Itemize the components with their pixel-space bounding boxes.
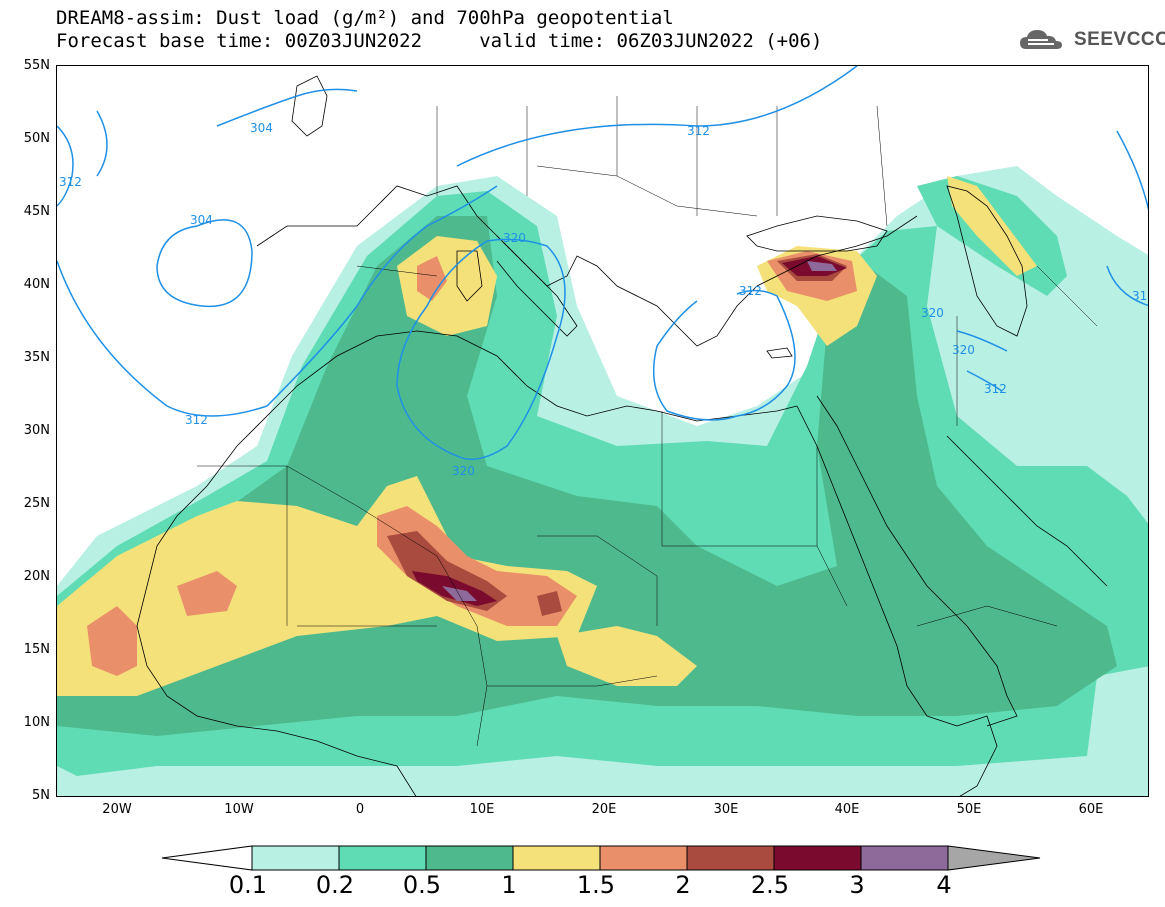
coastline-europe — [256, 185, 918, 347]
colorbar-swatch — [686, 845, 775, 871]
dust-patch-senegal — [87, 606, 137, 676]
coastline-red-sea — [796, 405, 958, 727]
seevccc-logo: SEEVCCC — [1018, 26, 1165, 54]
colorbar-label: 2 — [675, 871, 691, 899]
lat-label: 35N — [23, 350, 50, 365]
country-borders — [197, 96, 1098, 747]
contour-label: 312 — [984, 382, 1007, 396]
contour-label: 31 — [1132, 289, 1147, 303]
contour-312-northwest-b — [96, 110, 108, 177]
dust-patch-chad — [537, 591, 562, 616]
coastline-italy — [496, 235, 578, 337]
dust-patch-turkey — [807, 261, 837, 271]
coastlines — [136, 75, 1108, 796]
contour-312-northwest — [57, 125, 74, 207]
dust-patch-west-africa — [57, 476, 597, 696]
lat-label: 55N — [23, 58, 50, 73]
contour-312-west — [57, 185, 498, 417]
lat-label: 50N — [23, 131, 50, 146]
lon-label: 40E — [834, 802, 860, 817]
colorbar-label: 0.2 — [315, 871, 355, 899]
contour-label: 320 — [921, 306, 944, 320]
colorbar-swatch — [251, 845, 340, 871]
colorbar-swatch — [773, 845, 862, 871]
dust-patch-sardinia — [417, 256, 447, 301]
contour-312-east — [1116, 130, 1148, 211]
coastline-cyprus — [766, 347, 793, 359]
lat-label: 45N — [23, 204, 50, 219]
lat-label: 40N — [23, 277, 50, 292]
lon-label: 30E — [713, 802, 739, 817]
coastline-black-sea — [746, 215, 888, 252]
colorbar-label: 3 — [849, 871, 865, 899]
coastline-britain — [291, 75, 328, 137]
coastline-arabia — [816, 395, 1018, 727]
contour-label: 312 — [739, 284, 762, 298]
lat-label: 5N — [32, 788, 50, 803]
dust-patch-mauritania — [177, 571, 237, 616]
colorbar-swatch — [512, 845, 601, 871]
colorbar — [161, 845, 1041, 871]
contour-label: 304 — [250, 121, 273, 135]
contour-320-iran-b — [966, 370, 1003, 392]
lon-label: 60E — [1078, 802, 1104, 817]
coastline-caspian — [946, 185, 1028, 337]
contour-304-north — [216, 88, 358, 127]
colorbar-swatch — [338, 845, 427, 871]
map-title: DREAM8-assim: Dust load (g/m²) and 700hP… — [56, 7, 674, 29]
contour-320-iran-a — [956, 330, 1008, 352]
lat-label: 15N — [23, 642, 50, 657]
contour-312-north — [456, 66, 858, 167]
contour-304-cell — [156, 219, 253, 308]
contour-320-east — [1106, 265, 1148, 307]
colorbar-under-arrow — [161, 845, 253, 871]
lat-label: 10N — [23, 715, 50, 730]
lon-label: 10W — [224, 802, 254, 817]
colorbar-swatch — [599, 845, 688, 871]
contour-label: 312 — [59, 175, 82, 189]
contour-label: 320 — [452, 464, 475, 478]
lon-label: 20E — [591, 802, 617, 817]
logo-text: SEEVCCC — [1074, 29, 1165, 50]
lat-label: 20N — [23, 569, 50, 584]
dust-patch-sardinia — [397, 236, 497, 336]
colorbar-label: 1.5 — [576, 871, 616, 899]
colorbar-label: 2.5 — [750, 871, 790, 899]
dust-layer-3 — [442, 261, 837, 601]
dust-patch-algeria — [377, 506, 577, 626]
dust-patch-niger — [442, 586, 477, 601]
colorbar-over-arrow — [947, 845, 1041, 871]
colorbar-label: 4 — [936, 871, 952, 899]
colorbar-swatch — [425, 845, 514, 871]
lat-label: 30N — [23, 423, 50, 438]
lon-label: 50E — [956, 802, 982, 817]
geopotential-contours — [57, 66, 1148, 461]
lon-label: 20W — [102, 802, 132, 817]
dust-patch-chad — [557, 626, 697, 686]
contour-label: 320 — [503, 231, 526, 245]
contour-label: 312 — [185, 413, 208, 427]
lon-label: 10E — [469, 802, 495, 817]
lat-label: 25N — [23, 496, 50, 511]
lon-label: 0 — [355, 802, 365, 817]
coastline-gulf — [946, 435, 1108, 587]
contour-labels: 304 312 304 312 320 312 320 320 320 312 … — [59, 121, 1147, 478]
coastline-africa-north — [276, 330, 798, 422]
contour-320-africa — [396, 238, 566, 461]
contour-312-med — [652, 289, 796, 421]
colorbar-label: 1 — [501, 871, 517, 899]
colorbar-label: 0.5 — [402, 871, 442, 899]
contour-label: 312 — [687, 124, 710, 138]
forecast-times: Forecast base time: 00Z03JUN2022 valid t… — [56, 30, 823, 52]
coastline-horn — [956, 715, 998, 796]
contour-label: 320 — [952, 343, 975, 357]
cloud-logo-icon — [1020, 30, 1062, 49]
colorbar-label: 0.1 — [228, 871, 268, 899]
coastline-africa-west — [136, 405, 417, 796]
contour-label: 304 — [190, 213, 213, 227]
dust-load-map: 304 312 304 312 320 312 320 320 320 312 … — [56, 65, 1149, 797]
colorbar-swatch — [860, 845, 949, 871]
